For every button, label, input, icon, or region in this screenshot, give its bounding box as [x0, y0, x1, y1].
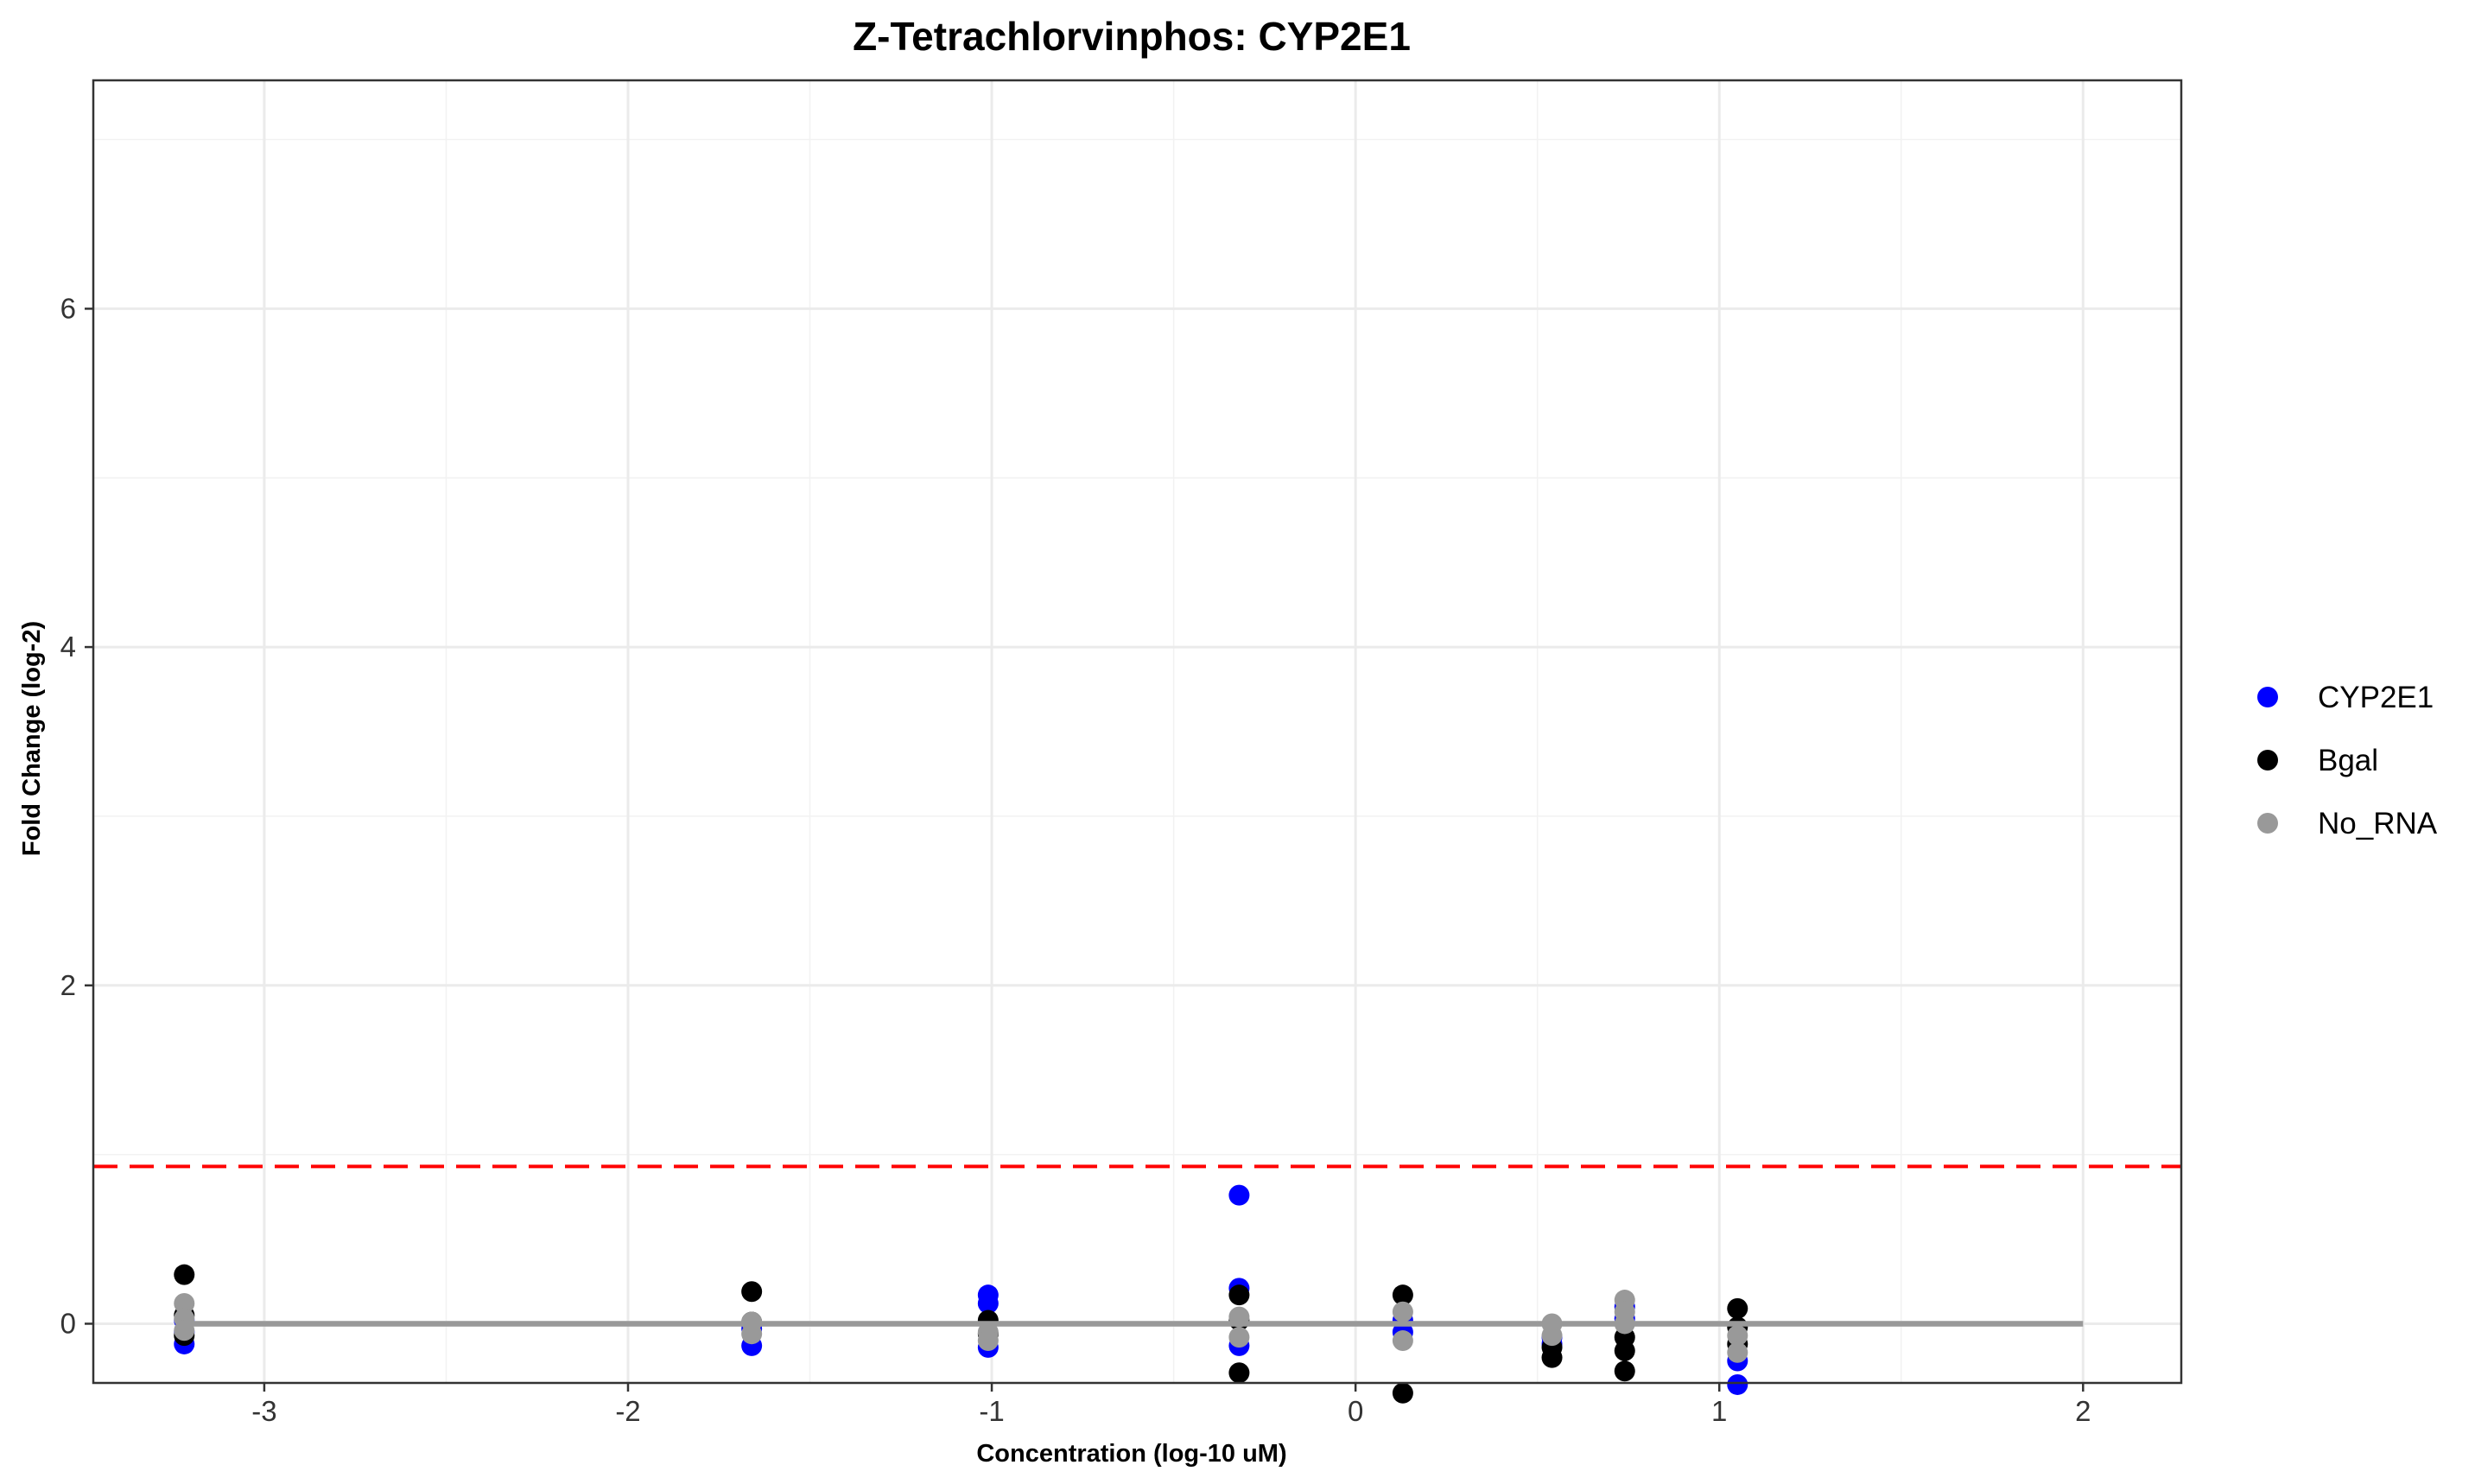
data-point-bgal: [1228, 1284, 1250, 1306]
data-point-no-rna: [1392, 1330, 1413, 1352]
data-points: [174, 1184, 2084, 1404]
x-tick-label: -3: [251, 1395, 276, 1427]
legend-label: Bgal: [2318, 744, 2378, 777]
legend-key-cyp2e1: [2257, 687, 2278, 707]
data-point-no-rna: [977, 1330, 999, 1352]
data-point-no-rna: [174, 1292, 195, 1314]
data-point-bgal: [174, 1264, 195, 1285]
data-point-no-rna: [1541, 1325, 1563, 1347]
data-point-cyp2e1: [1727, 1373, 1748, 1395]
data-point-bgal: [1614, 1360, 1635, 1382]
x-tick-label: -2: [615, 1395, 640, 1427]
legend-label: CYP2E1: [2318, 681, 2434, 714]
y-tick-label: 6: [60, 292, 76, 324]
legend: CYP2E1 Bgal No_RNA: [2257, 681, 2438, 840]
data-point-cyp2e1: [977, 1292, 999, 1314]
y-tick-label: 4: [60, 631, 76, 663]
data-point-bgal: [1614, 1340, 1635, 1361]
legend-key-no-rna: [2257, 813, 2278, 834]
minor-grid: [93, 80, 2181, 1383]
x-tick-label: -1: [979, 1395, 1004, 1427]
data-point-bgal: [1392, 1382, 1413, 1404]
data-point-no-rna: [741, 1323, 763, 1345]
data-point-no-rna: [1727, 1341, 1748, 1363]
x-tick-label: 2: [2075, 1395, 2091, 1427]
x-tick-label: 1: [1711, 1395, 1727, 1427]
data-point-cyp2e1: [1228, 1184, 1250, 1206]
legend-key-bgal: [2257, 750, 2278, 771]
x-tick-label: 0: [1348, 1395, 1363, 1427]
chart-title: Z-Tetrachlorvinphos: CYP2E1: [853, 14, 1411, 59]
data-point-bgal: [741, 1281, 763, 1303]
data-point-no-rna: [1228, 1327, 1250, 1348]
y-tick-label: 2: [60, 969, 76, 1001]
panel-border: [92, 79, 2183, 1385]
legend-label: No_RNA: [2318, 807, 2438, 840]
y-axis-label: Fold Change (log-2): [18, 621, 46, 856]
y-tick-label: 0: [60, 1307, 76, 1339]
x-axis-ticks: -3 -2 -1 0 1 2: [251, 1383, 2091, 1427]
data-point-no-rna: [1727, 1325, 1748, 1347]
y-axis-ticks: 0 2 4 6: [60, 292, 93, 1339]
major-grid: [93, 80, 2181, 1383]
x-axis-label: Concentration (log-10 uM): [976, 1440, 1286, 1468]
data-point-bgal: [1228, 1362, 1250, 1384]
data-point-bgal: [1727, 1297, 1748, 1319]
data-point-bgal: [1392, 1284, 1413, 1306]
data-point-no-rna: [1392, 1301, 1413, 1322]
